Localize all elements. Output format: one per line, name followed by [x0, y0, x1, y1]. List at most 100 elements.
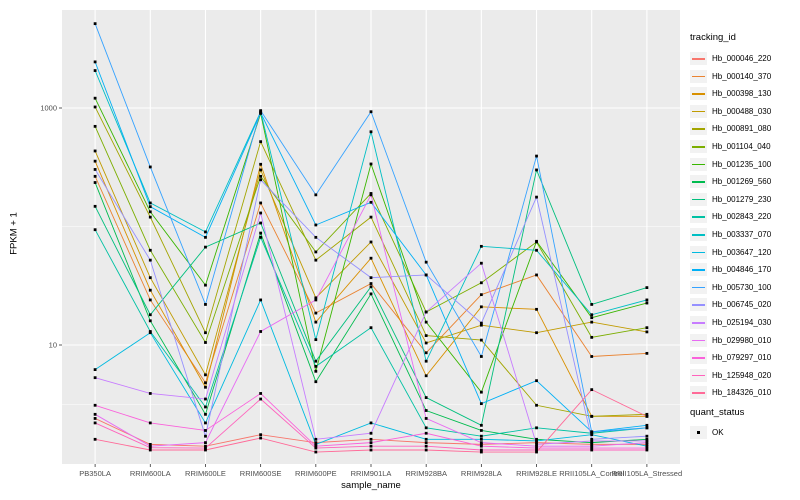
legend-key	[690, 280, 707, 294]
data-point	[314, 359, 318, 363]
legend-item: Hb_006745_020	[690, 298, 800, 312]
data-point	[314, 258, 318, 262]
data-point	[369, 326, 373, 330]
legend-item-label: Hb_002843_220	[712, 212, 772, 222]
y-tick-label: 1000	[40, 104, 57, 113]
data-point	[314, 338, 318, 342]
data-point	[204, 381, 207, 385]
data-point	[259, 392, 263, 395]
data-point	[93, 69, 97, 72]
data-point	[314, 380, 318, 384]
data-point	[424, 444, 428, 448]
data-point	[369, 448, 373, 452]
data-point	[369, 441, 373, 445]
data-point	[93, 105, 97, 109]
legend-key	[690, 139, 707, 153]
data-point	[645, 351, 649, 355]
data-point	[535, 442, 538, 446]
data-point	[259, 211, 263, 215]
legend-key	[690, 245, 707, 259]
data-point	[645, 442, 649, 446]
data-point	[645, 414, 649, 418]
legend-item: Hb_001235_100	[690, 157, 800, 171]
legend-item: Hb_001269_560	[690, 175, 800, 189]
data-point	[204, 434, 207, 438]
legend-item: Hb_025194_030	[690, 315, 800, 329]
legend-item-label: Hb_005730_100	[712, 282, 772, 292]
data-point	[93, 228, 97, 232]
data-point	[148, 298, 152, 302]
line-swatch-icon	[692, 145, 705, 148]
data-point	[590, 433, 594, 437]
data-point	[424, 431, 428, 435]
data-point	[204, 446, 207, 450]
data-point	[148, 210, 152, 214]
legend-key	[690, 210, 707, 224]
data-point	[479, 429, 483, 432]
data-point	[204, 303, 207, 306]
y-axis-title: FPKM + 1	[8, 212, 20, 255]
line-swatch-icon	[692, 286, 705, 289]
quant-legend-title: quant_status	[690, 407, 745, 419]
data-point	[645, 423, 649, 427]
data-point	[93, 437, 97, 441]
data-point	[645, 301, 649, 305]
line-swatch-icon	[692, 93, 705, 95]
data-point	[535, 239, 538, 243]
legend-item-label: Hb_000140_370	[712, 71, 772, 81]
data-point	[148, 319, 152, 323]
data-point	[535, 439, 538, 443]
data-point	[369, 240, 373, 244]
data-point	[424, 320, 428, 324]
legend: tracking_id Hb_000046_220 Hb_000140_370 Hb…	[690, 32, 800, 444]
data-point	[479, 244, 483, 248]
data-point	[479, 402, 483, 406]
line-swatch-icon	[692, 198, 705, 201]
line-swatch-icon	[692, 392, 705, 394]
data-point	[479, 437, 483, 441]
legend-item-label: Hb_001279_230	[712, 194, 772, 204]
data-point	[369, 276, 373, 280]
data-point	[645, 412, 649, 416]
data-point	[259, 178, 263, 182]
data-point	[479, 448, 483, 452]
line-swatch-icon	[692, 321, 705, 324]
data-point	[314, 446, 318, 450]
data-point	[314, 311, 318, 315]
data-point	[204, 444, 207, 448]
data-point	[314, 450, 318, 454]
data-point	[148, 258, 152, 262]
data-point	[424, 359, 428, 363]
data-point	[93, 204, 97, 208]
data-point	[148, 215, 152, 219]
data-point	[204, 230, 207, 234]
data-point	[590, 446, 594, 450]
quant-legend-key	[690, 426, 707, 440]
legend-item-label: Hb_025194_030	[712, 317, 772, 327]
line-swatch-icon	[692, 251, 705, 254]
data-point	[93, 168, 97, 171]
line-swatch-icon	[692, 163, 705, 166]
data-point	[590, 439, 594, 443]
data-point	[204, 448, 207, 452]
data-point	[479, 390, 483, 394]
data-point	[479, 355, 483, 358]
legend-item-label: Hb_001235_100	[712, 159, 772, 169]
legend-item-label: Hb_003337_070	[712, 229, 772, 239]
data-point	[645, 434, 649, 438]
data-point	[424, 310, 428, 314]
data-point	[479, 323, 483, 327]
data-point	[314, 296, 318, 300]
data-point	[590, 437, 594, 441]
data-point	[479, 450, 483, 454]
data-point	[369, 282, 373, 285]
data-point	[204, 283, 207, 287]
line-swatch-icon	[692, 339, 705, 342]
data-point	[93, 421, 97, 425]
legend-item: Hb_079297_010	[690, 351, 800, 365]
data-point	[204, 397, 207, 401]
data-point	[148, 165, 152, 169]
data-point	[535, 450, 538, 454]
data-point	[148, 448, 152, 452]
